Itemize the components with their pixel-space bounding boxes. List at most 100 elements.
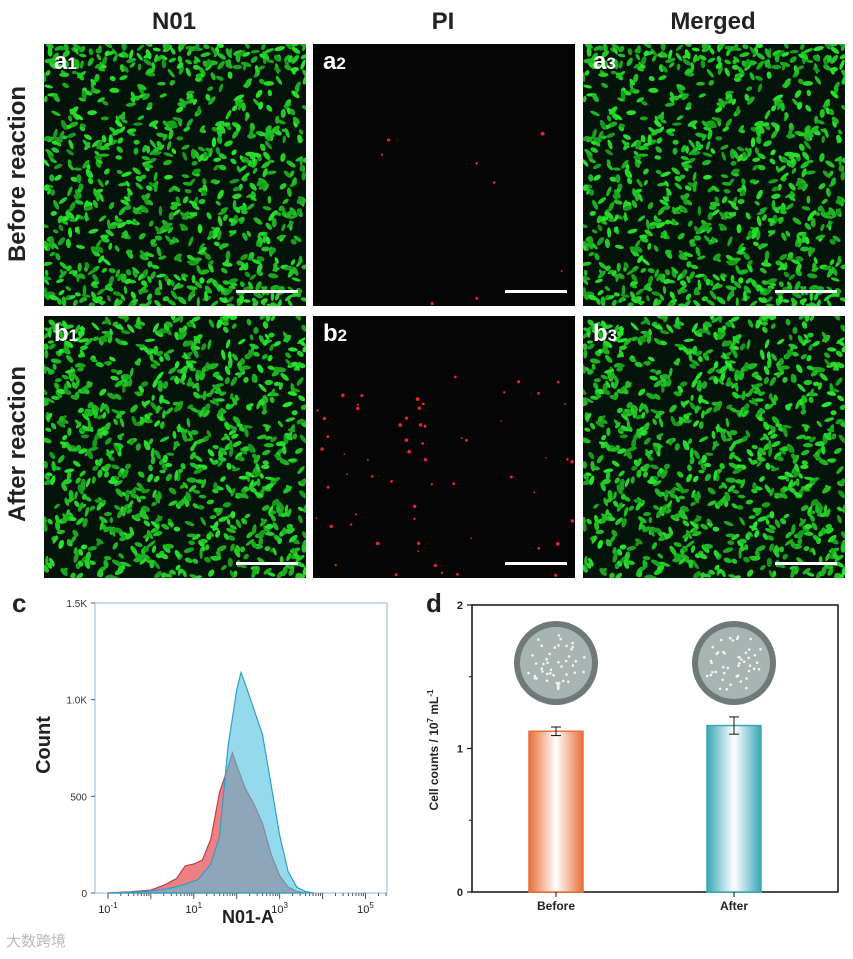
colony — [725, 688, 729, 691]
x-tick-label: 101 — [185, 901, 202, 916]
colony — [728, 636, 732, 640]
colony — [719, 638, 723, 642]
x-tick-label: After — [720, 899, 748, 913]
colony — [555, 681, 559, 685]
colony — [726, 666, 730, 670]
colony — [748, 648, 751, 651]
colony — [549, 668, 553, 672]
colony — [567, 680, 570, 684]
column-header-pi: PI — [431, 8, 455, 35]
panel-letter-d: d — [426, 588, 442, 618]
petri-dish-agar — [520, 627, 592, 699]
colony — [722, 665, 725, 669]
panel-label-a1: a1 — [54, 48, 77, 75]
colony — [541, 670, 544, 673]
colony — [557, 644, 560, 647]
colony — [736, 637, 739, 640]
panel-b1: b1 — [44, 316, 306, 578]
panel-label-a2: a2 — [323, 48, 346, 75]
panel-a3: a3 — [583, 44, 845, 306]
colony — [561, 679, 565, 683]
y-tick-label: 500 — [70, 792, 87, 803]
colony — [546, 661, 549, 664]
colony — [711, 645, 714, 649]
row-header-before: Before reaction — [4, 85, 31, 263]
petri-dish-agar — [698, 627, 770, 699]
colony — [711, 670, 714, 674]
colony — [546, 672, 549, 676]
bar-after — [706, 724, 762, 893]
colony — [748, 664, 752, 667]
column-header-merged: Merged — [670, 8, 756, 35]
colony — [714, 670, 718, 674]
colony — [552, 673, 555, 677]
colony — [582, 670, 585, 674]
colony — [747, 669, 751, 673]
colony — [744, 651, 748, 655]
colony — [738, 656, 741, 659]
colony — [557, 661, 560, 664]
colony — [721, 678, 724, 682]
scale-bar — [775, 562, 837, 565]
colony — [729, 683, 732, 686]
colony — [542, 662, 545, 666]
y-tick-label: 1 — [457, 744, 463, 756]
colony — [565, 644, 568, 648]
colony — [571, 645, 574, 649]
colony — [757, 668, 761, 671]
colony — [535, 677, 538, 680]
panel-a1: a1 — [44, 44, 306, 306]
colony — [574, 659, 578, 663]
colony — [560, 665, 563, 668]
colony — [710, 661, 713, 665]
scale-bar — [505, 562, 567, 565]
histogram-series-blue — [107, 670, 315, 894]
scale-bar — [236, 562, 298, 565]
colony — [722, 650, 725, 654]
scale-bar — [505, 290, 567, 293]
panel-label-a3: a3 — [593, 48, 616, 75]
colony — [745, 686, 748, 690]
panel-label-b2: b2 — [323, 320, 348, 347]
colony — [755, 661, 759, 664]
colony — [556, 687, 560, 691]
colony — [571, 641, 574, 645]
colony — [742, 660, 746, 664]
y-axis-label: Count — [33, 716, 55, 774]
colony — [558, 681, 561, 685]
panel-b2: b2 — [313, 316, 575, 578]
bar-chart: 0 1 2 Before After Cell counts / 107 mL-1 — [426, 600, 839, 913]
colony — [731, 639, 735, 642]
colony — [747, 656, 750, 660]
colony — [556, 684, 560, 688]
colony — [533, 674, 537, 678]
colony — [738, 662, 741, 665]
colony — [759, 648, 762, 651]
colony — [564, 659, 568, 663]
colony — [549, 672, 552, 675]
panel-b3: b3 — [583, 316, 845, 578]
colony — [531, 654, 534, 657]
colony — [740, 658, 743, 661]
colony — [735, 675, 738, 678]
y-tick-label: 0 — [81, 889, 87, 900]
colony — [718, 687, 722, 691]
y-tick-label: 2 — [457, 600, 463, 612]
panel-letter-c: c — [12, 588, 27, 618]
x-axis-label: N01-A — [222, 907, 274, 927]
watermark: 大数跨境 — [6, 933, 67, 950]
colony — [752, 667, 756, 670]
colony — [737, 664, 740, 668]
colony — [548, 652, 551, 656]
panel-label-b1: b1 — [54, 320, 79, 347]
colony — [545, 657, 548, 661]
colony — [745, 677, 748, 680]
scale-bar — [236, 290, 298, 293]
colony — [570, 648, 573, 651]
colony — [545, 679, 549, 682]
colony — [557, 634, 561, 637]
colony — [583, 656, 586, 659]
colony — [573, 671, 577, 675]
colony — [540, 644, 544, 648]
